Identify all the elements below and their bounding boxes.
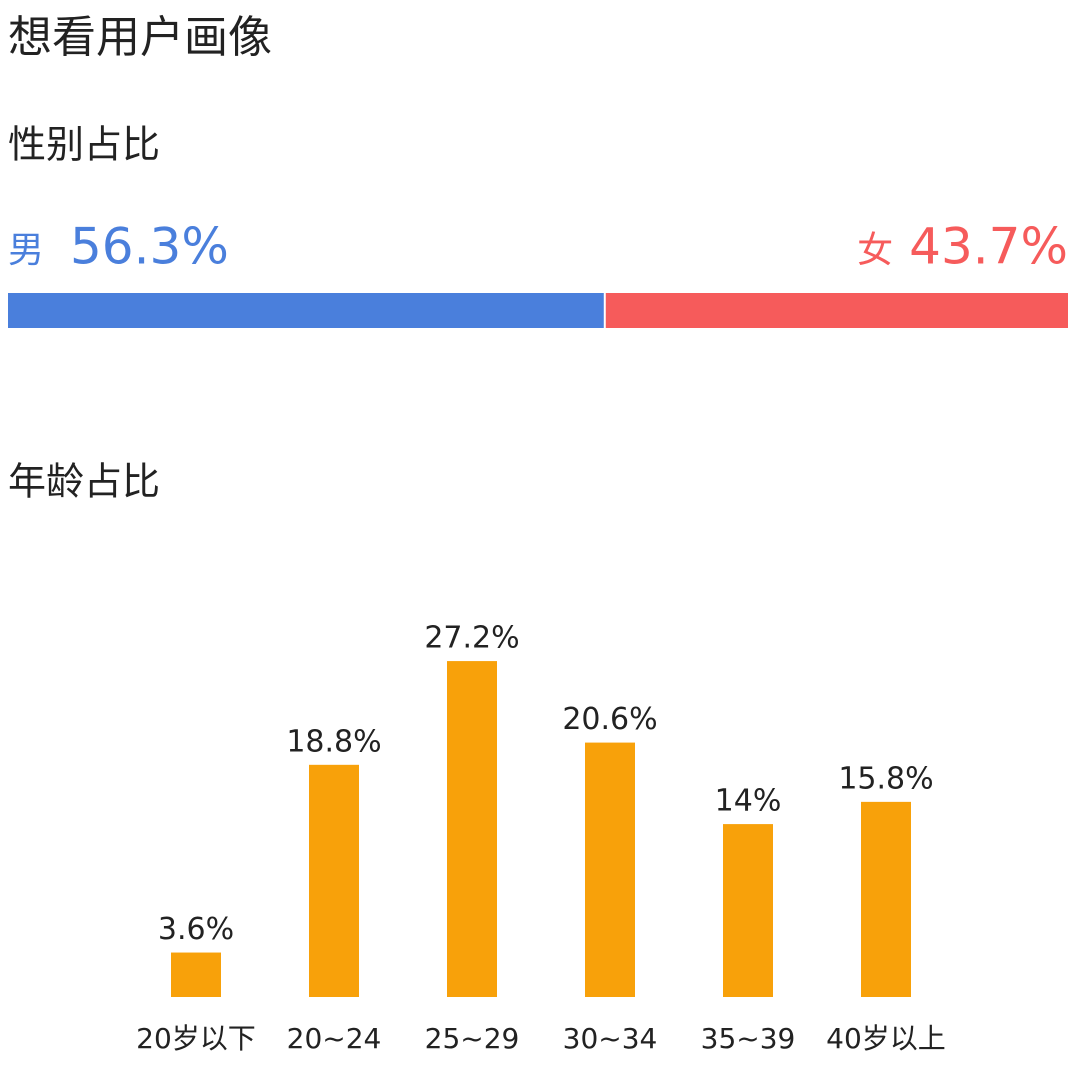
gender-bar (8, 293, 604, 328)
gender-name: 女 (857, 230, 893, 271)
value-label: 18.8% (286, 724, 381, 759)
x-tick-label: 30~34 (563, 1022, 658, 1055)
x-tick-label: 25~29 (425, 1022, 520, 1055)
section-title: 性别占比 (8, 123, 160, 167)
x-tick-label: 40岁以上 (826, 1022, 946, 1055)
age-bar (171, 952, 221, 997)
x-tick-label: 20~24 (287, 1022, 382, 1055)
age-bar (861, 801, 911, 997)
age-bar (447, 661, 497, 997)
x-tick-label: 20岁以下 (136, 1022, 256, 1055)
value-label: 15.8% (838, 761, 933, 796)
value-label: 20.6% (562, 702, 657, 737)
age-bar (585, 742, 635, 997)
x-tick-label: 35~39 (701, 1022, 796, 1055)
gender-value: 56.3% (70, 218, 229, 276)
gender-bar (605, 293, 1068, 328)
gender-name: 男 (8, 230, 44, 271)
page-title: 想看用户画像 (8, 12, 272, 63)
age-bar (309, 764, 359, 997)
value-label: 14% (715, 784, 782, 819)
section-title: 年龄占比 (8, 460, 160, 504)
age-bar (723, 824, 773, 997)
value-label: 27.2% (424, 621, 519, 656)
gender-value: 43.7% (909, 218, 1068, 276)
value-label: 3.6% (158, 912, 234, 947)
